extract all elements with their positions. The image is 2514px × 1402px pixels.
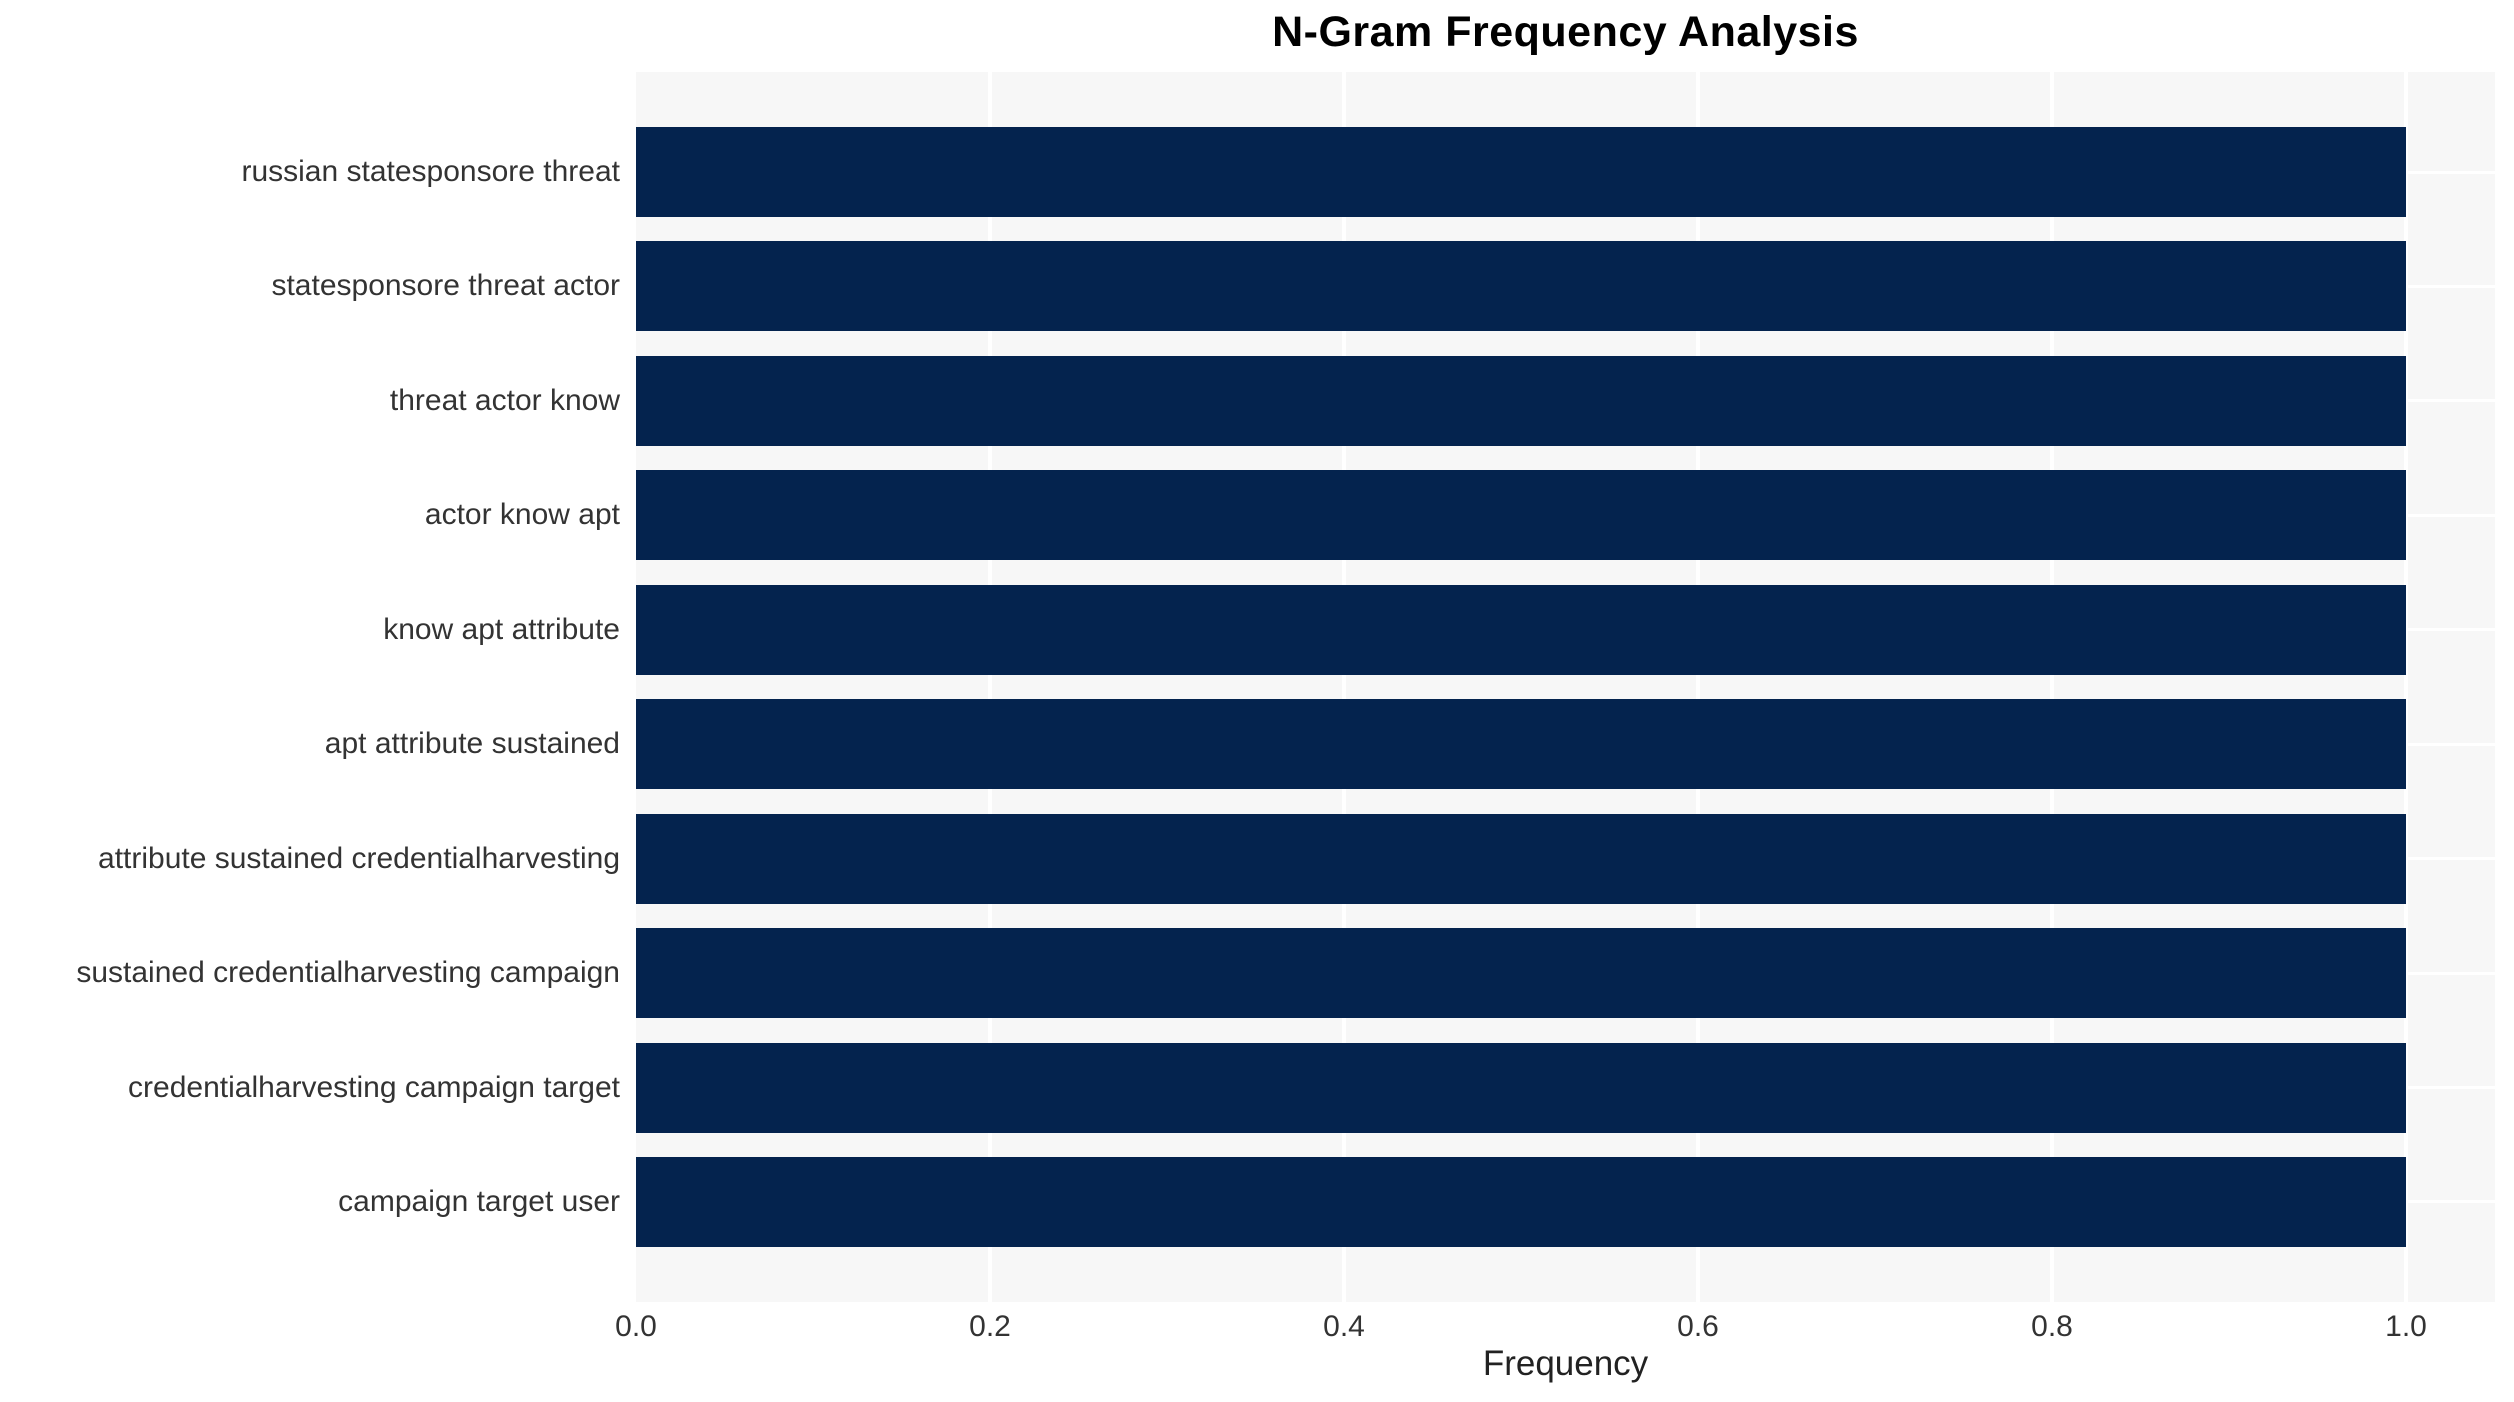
y-tick-label: threat actor know (389, 383, 620, 417)
y-tick-label: campaign target user (338, 1184, 620, 1218)
y-tick-label: apt attribute sustained (324, 727, 620, 761)
x-tick-label: 1.0 (2385, 1310, 2427, 1343)
x-tick-label: 0.6 (1677, 1310, 1719, 1343)
gridline-vertical (2050, 72, 2054, 1302)
y-tick-label: attribute sustained credentialharvesting (98, 841, 620, 875)
bar (636, 699, 2406, 790)
y-tick-label: know apt attribute (383, 612, 620, 646)
x-tick-label: 0.8 (2031, 1310, 2073, 1343)
gridline-vertical (1342, 72, 1346, 1302)
chart-title: N-Gram Frequency Analysis (1272, 8, 1859, 56)
y-tick-label: statesponsore threat actor (271, 269, 620, 303)
bar (636, 813, 2406, 904)
y-tick-label: credentialharvesting campaign target (128, 1070, 620, 1104)
y-tick-label: russian statesponsore threat (241, 155, 620, 188)
gridline-vertical (2404, 72, 2408, 1302)
x-tick-label: 0.0 (615, 1310, 657, 1343)
bar (636, 241, 2406, 332)
plot-area (636, 72, 2495, 1302)
gridline-vertical (1696, 72, 1700, 1302)
bar (636, 1156, 2406, 1247)
y-tick-label: actor know apt (424, 498, 620, 532)
bar (636, 584, 2406, 675)
x-tick-label: 0.4 (1323, 1310, 1365, 1343)
bar (636, 928, 2406, 1019)
bar (636, 1042, 2406, 1133)
gridline-vertical (988, 72, 992, 1302)
x-axis-title: Frequency (1482, 1344, 1649, 1383)
y-tick-label: sustained credentialharvesting campaign (76, 956, 620, 990)
bar (636, 470, 2406, 561)
bar (636, 355, 2406, 446)
x-tick-label: 0.2 (969, 1310, 1011, 1343)
bar (636, 127, 2406, 217)
